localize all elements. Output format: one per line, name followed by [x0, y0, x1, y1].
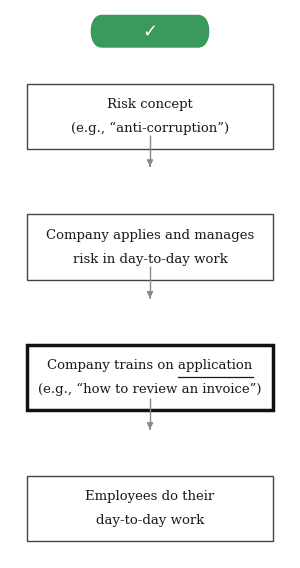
FancyBboxPatch shape [27, 345, 273, 410]
Text: Risk concept: Risk concept [107, 98, 193, 111]
Text: Company trains on application: Company trains on application [47, 360, 253, 372]
FancyBboxPatch shape [90, 15, 210, 48]
Text: (e.g., “anti-corruption”): (e.g., “anti-corruption”) [71, 122, 229, 135]
FancyBboxPatch shape [27, 476, 273, 541]
Text: ✓: ✓ [142, 22, 158, 40]
FancyBboxPatch shape [27, 83, 273, 149]
FancyBboxPatch shape [27, 215, 273, 280]
Text: (e.g., “how to review an invoice”): (e.g., “how to review an invoice”) [38, 383, 262, 396]
Text: risk in day-to-day work: risk in day-to-day work [73, 253, 227, 265]
Text: day-to-day work: day-to-day work [96, 514, 204, 527]
Text: Company applies and manages: Company applies and manages [46, 229, 254, 241]
Text: Employees do their: Employees do their [85, 490, 214, 503]
